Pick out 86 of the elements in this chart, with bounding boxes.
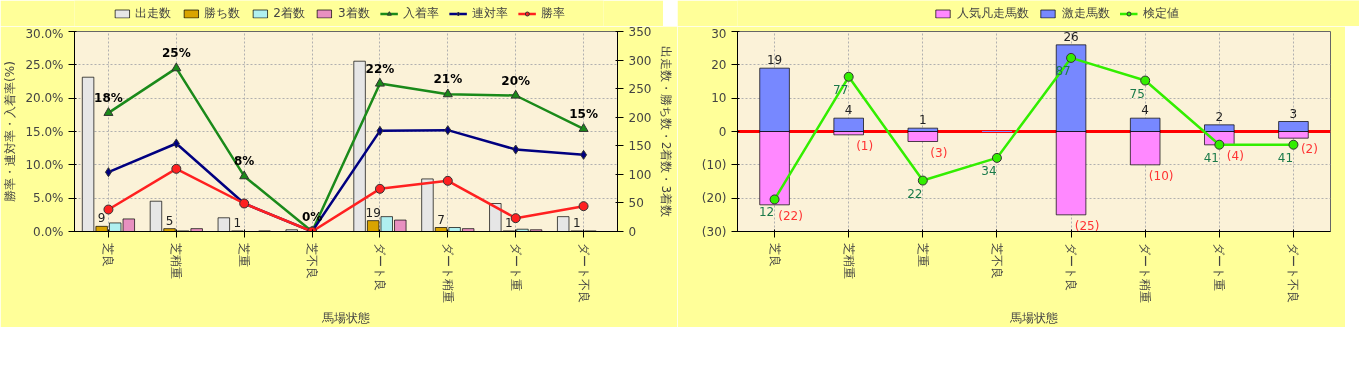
data-label: (1)	[856, 138, 874, 153]
y2-tick-label: 250	[628, 82, 652, 97]
x-tick-label: 芝稍重	[841, 242, 856, 279]
x-tick-label: ダート重	[1212, 242, 1227, 291]
legend-label: 出走数	[135, 4, 172, 22]
x-tick-label: 芝稍重	[169, 242, 184, 279]
y-tick-label: 5.0%	[33, 191, 64, 206]
legend-label: 激走馬数	[1061, 4, 1110, 22]
legend-label: 勝ち数	[204, 4, 241, 22]
data-label: (10)	[1148, 168, 1174, 183]
data-label: 1	[505, 215, 513, 230]
data-label: 22%	[365, 61, 395, 76]
y2-tick-label: 0	[628, 225, 637, 239]
data-label: 2	[1215, 109, 1224, 124]
data-label: 41	[1203, 150, 1219, 165]
x-tick-label: 芝良	[101, 242, 116, 267]
y2-tick-label: 50	[628, 196, 644, 211]
legend-label: 勝率	[540, 4, 565, 22]
data-label: 41	[1277, 150, 1294, 165]
data-label: 4	[844, 103, 853, 118]
data-label: 19	[365, 205, 381, 220]
y-tick-label: 0.0%	[33, 224, 64, 239]
y2-tick-label: 200	[628, 110, 652, 125]
x-tick-label: 芝重	[237, 242, 252, 267]
legend-label: 3着数	[338, 4, 370, 22]
data-label: 34	[981, 163, 997, 178]
data-label: 25%	[161, 46, 191, 61]
y-tick-label: 10.0%	[25, 157, 64, 172]
data-label: 15%	[569, 106, 598, 121]
data-label: (4)	[1226, 148, 1244, 163]
legend-label: 2着数	[273, 4, 305, 22]
data-label: 5	[165, 213, 174, 228]
data-label: 22	[907, 186, 923, 201]
y-tick-label: 25.0%	[25, 57, 64, 72]
x-tick-label: 芝重	[915, 242, 930, 267]
data-label: 26	[1063, 29, 1079, 44]
data-label: 75	[1129, 86, 1145, 101]
data-label: 1	[572, 215, 581, 230]
data-label: 7	[437, 212, 445, 227]
legend-label: 人気凡走馬数	[956, 4, 1029, 22]
x-tick-label: 芝不良	[305, 242, 320, 279]
data-label: 8%	[234, 154, 255, 169]
x-tick-label: ダート良	[1064, 242, 1079, 291]
x-tick-label: ダート稍重	[1138, 242, 1153, 303]
x-tick-label: 芝良	[767, 242, 782, 267]
data-label: 21%	[433, 72, 463, 87]
y2-tick-label: 100	[628, 167, 652, 182]
data-label: (22)	[778, 208, 803, 223]
data-label: (2)	[1300, 142, 1318, 157]
y-tick-label: 30.0%	[25, 26, 64, 41]
x-axis-title: 馬場状態	[1009, 310, 1058, 325]
y2-axis-title: 出走数・勝ち数・2着数・3着数	[659, 45, 674, 218]
data-label: (25)	[1074, 218, 1100, 233]
data-label: 20%	[501, 73, 531, 88]
y-tick-label: 20.0%	[25, 91, 64, 106]
y2-tick-label: 150	[628, 139, 652, 154]
legend-label: 検定値	[1142, 4, 1179, 22]
x-tick-label: ダート良	[372, 242, 387, 291]
x-tick-label: ダート不良	[576, 242, 591, 303]
y-tick-label: (20)	[701, 191, 727, 206]
data-label: 19	[766, 53, 783, 68]
data-label: 1	[919, 113, 927, 128]
y-tick-label: 20	[711, 57, 727, 72]
y-tick-label: 15.0%	[25, 124, 64, 139]
y-tick-label: 0	[718, 124, 727, 139]
y-tick-label: (10)	[701, 157, 727, 172]
data-label: 9	[97, 211, 106, 226]
y-tick-label: (30)	[701, 224, 727, 239]
x-tick-label: 芝不良	[989, 242, 1004, 279]
y-tick-label: 10	[711, 91, 727, 106]
y-tick-label: 30	[711, 26, 727, 41]
data-label: 4	[1141, 103, 1150, 118]
y2-tick-label: 300	[628, 53, 652, 68]
x-tick-label: ダート重	[508, 242, 523, 291]
legend-label: 連対率	[471, 4, 508, 22]
data-label: (3)	[930, 145, 948, 160]
legend-label: 入着率	[402, 4, 439, 22]
data-label: 3	[1289, 106, 1298, 121]
x-axis-title: 馬場状態	[321, 310, 370, 325]
x-tick-label: ダート不良	[1286, 242, 1301, 303]
data-label: 18%	[94, 90, 123, 105]
data-label: 12	[758, 205, 775, 220]
y2-tick-label: 350	[628, 25, 652, 39]
x-tick-label: ダート稍重	[440, 242, 455, 303]
data-label: 1	[233, 215, 242, 230]
y-axis-title: 勝率・連対率・入着率(%)	[3, 61, 18, 202]
